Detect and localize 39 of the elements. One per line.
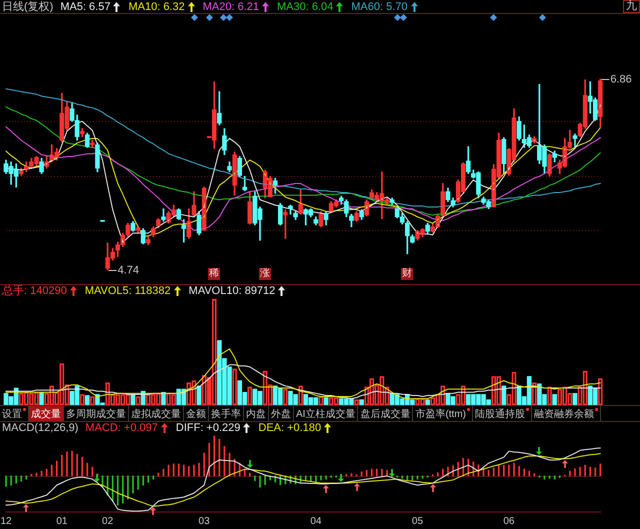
text: MA5: 6.57 xyxy=(60,0,120,12)
text: MAVOL5: 118382 xyxy=(84,285,181,297)
x-tick-label: 02 xyxy=(102,516,114,527)
text: 总手: 140290 xyxy=(2,285,77,297)
annotation: 4.74 xyxy=(118,264,140,277)
text: 多周期成交量 xyxy=(66,406,126,420)
text: 内盘 xyxy=(246,406,266,420)
text: 设置 xyxy=(2,408,22,420)
chart-title: MACD(12,26,9) xyxy=(2,422,78,434)
text: MA20: 6.21 xyxy=(202,0,269,12)
text: DIFF: +0.229 xyxy=(176,422,250,434)
text: 虚拟成交量 xyxy=(131,406,181,420)
text: MA60: 5.70 xyxy=(351,0,418,12)
x-tick-label: 05 xyxy=(412,516,424,527)
x-tick-label: 03 xyxy=(198,516,210,527)
text: MAVOL10: 89712 xyxy=(188,285,286,297)
text: 市盈率(ttm) xyxy=(415,408,466,420)
text: DEA: +0.180 xyxy=(258,422,332,434)
text: MA30: 6.04 xyxy=(277,0,344,12)
text: AI立柱成交量 xyxy=(296,406,356,420)
x-tick-label: 04 xyxy=(310,516,322,527)
text: 陆股通持股 xyxy=(475,408,525,420)
text: 金额 xyxy=(186,406,206,420)
series-label: MACD: +0.097 xyxy=(85,422,168,434)
text: 盘后成交量 xyxy=(360,406,410,420)
text: MA10: 6.32 xyxy=(128,0,195,12)
text: 6.86 xyxy=(610,74,632,86)
text: 外盘 xyxy=(271,406,291,420)
annotation: 财 xyxy=(401,268,413,280)
chart-title: 日线(复权) xyxy=(2,0,54,12)
x-tick-label: 06 xyxy=(503,516,515,527)
text: 成交量 xyxy=(31,406,61,420)
annotation: 稀 xyxy=(208,268,220,280)
text: 融资融券余额 xyxy=(534,408,594,420)
annotation: 涨 xyxy=(259,268,271,280)
text: 换手率 xyxy=(211,406,241,420)
x-tick-label: 01 xyxy=(56,516,68,527)
x-tick-label: 12 xyxy=(0,516,12,527)
text: 九 xyxy=(623,0,640,13)
